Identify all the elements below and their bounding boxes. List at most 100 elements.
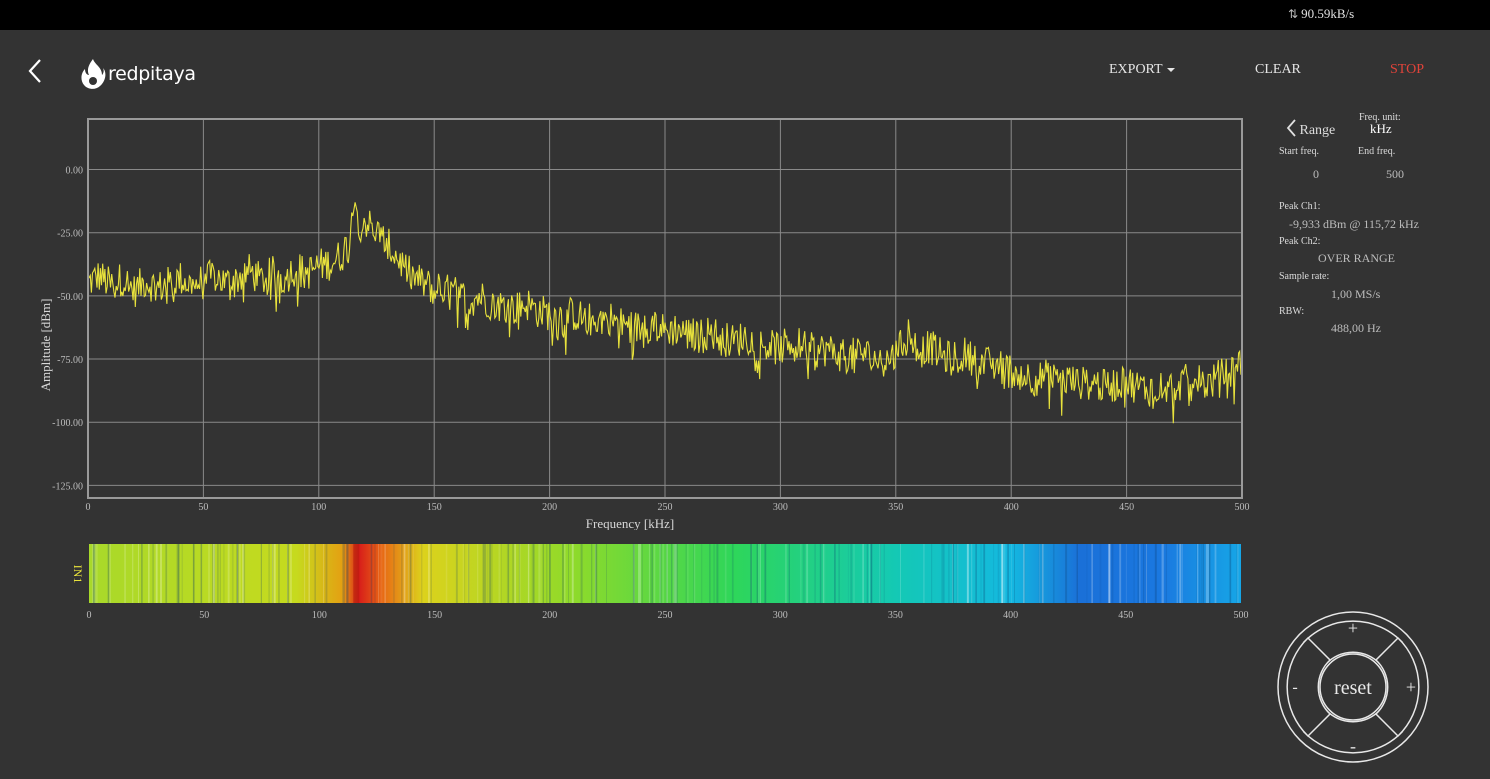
- waterfall-streak: [1214, 544, 1215, 603]
- waterfall-streak: [323, 544, 324, 603]
- start-freq-label: Start freq.: [1279, 146, 1319, 157]
- waterfall-streak: [1143, 544, 1145, 603]
- x-tick-label: 50: [198, 502, 208, 513]
- waterfall-streak: [314, 544, 316, 603]
- end-freq-input[interactable]: 500: [1386, 167, 1404, 181]
- waterfall-streak: [501, 544, 502, 603]
- waterfall-streak: [638, 544, 640, 603]
- y-axis-ticks: 0.00 -25.00 -50.00 -75.00 -100.00 -125.00: [52, 166, 83, 493]
- waterfall-x-ticks: 0 50 100 150 200 250 300 350 400 450 500: [87, 610, 1249, 621]
- x-tick-label: 100: [311, 502, 326, 513]
- waterfall-streak: [289, 544, 292, 603]
- waterfall-streak: [633, 544, 635, 603]
- waterfall-streak: [421, 544, 423, 603]
- waterfall-streak: [633, 544, 635, 603]
- logo-text: redpitaya: [108, 63, 196, 85]
- waterfall-streak: [651, 544, 653, 603]
- x-tick-label: 400: [1004, 502, 1019, 513]
- waterfall-streak: [1165, 544, 1167, 603]
- waterfall-streak: [1041, 544, 1044, 603]
- clear-button[interactable]: CLEAR: [1255, 62, 1301, 78]
- start-freq-input[interactable]: 0: [1313, 167, 1319, 181]
- clear-label: CLEAR: [1255, 62, 1301, 77]
- waterfall-streak: [223, 544, 225, 603]
- waterfall-streak: [952, 544, 954, 603]
- waterfall-streak: [242, 544, 245, 603]
- reset-button[interactable]: reset: [1319, 653, 1387, 721]
- waterfall-streak: [568, 544, 569, 603]
- waterfall-streak: [506, 544, 508, 603]
- waterfall-streak: [716, 544, 719, 603]
- waterfall-streak: [673, 544, 676, 603]
- waterfall-streak: [237, 544, 239, 603]
- waterfall-streak: [342, 544, 345, 603]
- waterfall-streak: [1086, 544, 1088, 603]
- y-tick-label: -75.00: [57, 355, 83, 366]
- waterfall-streak: [518, 544, 520, 603]
- waterfall-streak: [838, 544, 840, 603]
- waterfall-streak: [214, 544, 215, 603]
- waterfall-streak: [109, 544, 111, 603]
- waterfall-streak: [648, 544, 650, 603]
- x-tick-label: 200: [542, 502, 557, 513]
- back-button[interactable]: [24, 56, 48, 86]
- waterfall-streak: [374, 544, 376, 603]
- waterfall-streak: [519, 544, 521, 603]
- waterfall-streak: [468, 544, 470, 603]
- waterfall-streak: [304, 544, 306, 603]
- waterfall-streak: [993, 544, 995, 603]
- waterfall-streak: [1146, 544, 1147, 603]
- freq-unit-select[interactable]: kHz: [1370, 121, 1392, 136]
- waterfall-tick-label: 200: [542, 610, 557, 621]
- spectrum-chart[interactable]: 0.00 -25.00 -50.00 -75.00 -100.00 -125.00 0 50…: [30, 110, 1290, 530]
- waterfall-streak: [701, 544, 703, 603]
- x-tick-label: 0: [86, 502, 91, 513]
- waterfall-streak: [980, 544, 982, 603]
- waterfall-streak: [165, 544, 168, 603]
- waterfall-channel-label: IN1: [71, 565, 85, 584]
- plot-frame: [87, 118, 1243, 499]
- waterfall-streak: [724, 544, 727, 603]
- waterfall-streak: [542, 544, 544, 603]
- chevron-left-icon: [1286, 119, 1296, 137]
- waterfall-display[interactable]: IN1 0 50 100 150 200 250 300 350 400 450 500: [30, 540, 1290, 630]
- zoom-right-label: +: [1406, 677, 1416, 697]
- waterfall-streak: [94, 544, 96, 603]
- waterfall-streak: [788, 544, 790, 603]
- waterfall-streak: [1004, 544, 1006, 603]
- waterfall-streak: [1139, 544, 1141, 603]
- waterfall-streak: [1181, 544, 1183, 603]
- waterfall-streak: [486, 544, 488, 603]
- waterfall-streak: [869, 544, 871, 603]
- waterfall-streak: [971, 544, 973, 603]
- waterfall-streak: [462, 544, 464, 603]
- waterfall-streak: [880, 544, 881, 603]
- caret-down-icon: [1166, 67, 1175, 72]
- waterfall-streak: [378, 544, 379, 603]
- zoom-left-button[interactable]: -: [1286, 636, 1332, 738]
- waterfall-streak: [923, 544, 925, 603]
- export-menu[interactable]: EXPORT: [1109, 62, 1175, 78]
- waterfall-streak: [92, 544, 94, 603]
- waterfall-streak: [659, 544, 661, 603]
- stop-button[interactable]: STOP: [1390, 62, 1424, 78]
- waterfall-streak: [1161, 544, 1163, 603]
- range-toggle[interactable]: Range: [1286, 119, 1335, 139]
- waterfall-tick-label: 450: [1118, 610, 1133, 621]
- waterfall-streak: [564, 544, 566, 603]
- zoom-up-label: +: [1348, 618, 1358, 638]
- waterfall-streak: [1038, 544, 1040, 603]
- x-axis-ticks: 0 50 100 150 200 250 300 350 400 450 500: [86, 502, 1250, 513]
- export-label: EXPORT: [1109, 62, 1163, 77]
- waterfall-streak: [1179, 544, 1182, 603]
- zoom-right-button[interactable]: +: [1374, 636, 1420, 738]
- waterfall-streak: [1202, 544, 1205, 603]
- waterfall-tick-label: 500: [1234, 610, 1249, 621]
- waterfall-streak: [212, 544, 215, 603]
- waterfall-streak: [764, 544, 767, 603]
- waterfall-streak: [1125, 544, 1127, 603]
- waterfall-streak: [1119, 544, 1121, 603]
- waterfall-streak: [650, 544, 652, 603]
- rbw-label: RBW:: [1279, 306, 1305, 317]
- waterfall-streak: [272, 544, 274, 603]
